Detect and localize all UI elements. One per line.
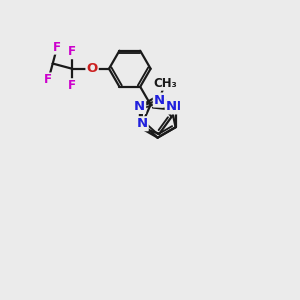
Text: F: F	[68, 79, 76, 92]
Text: N: N	[166, 100, 177, 113]
Text: O: O	[86, 62, 98, 75]
Text: N: N	[136, 117, 148, 130]
Text: N: N	[154, 94, 165, 106]
Text: F: F	[68, 45, 76, 58]
Text: CH₃: CH₃	[153, 77, 177, 90]
Text: N: N	[134, 100, 145, 113]
Text: N: N	[170, 100, 181, 113]
Text: F: F	[44, 74, 52, 86]
Text: F: F	[53, 41, 61, 54]
